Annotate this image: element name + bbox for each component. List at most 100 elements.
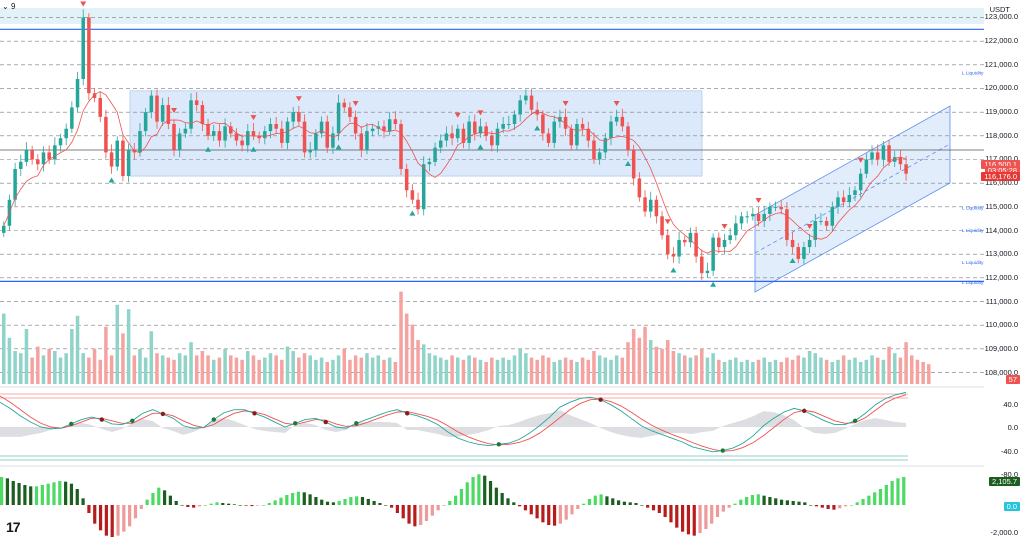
volume-bar — [688, 357, 693, 384]
volume-bar — [870, 355, 874, 384]
currency-label[interactable]: USDT — [989, 5, 1010, 14]
macd-histogram-bar — [558, 505, 562, 524]
volume-bar — [87, 357, 91, 384]
swing-low-marker — [670, 267, 677, 273]
crossover-dot — [293, 421, 298, 426]
candle-body — [858, 173, 863, 191]
volume-bar — [98, 359, 102, 384]
crossover-dot — [404, 411, 410, 416]
volume-bar — [745, 359, 749, 384]
macd-histogram-bar — [52, 482, 56, 505]
candle-body — [382, 126, 386, 132]
macd-histogram-bar — [17, 483, 21, 505]
macd-histogram-bar — [797, 501, 801, 505]
candle-body — [444, 133, 449, 141]
volume-bar — [75, 315, 80, 384]
tradingview-logo[interactable]: 17 — [6, 519, 21, 535]
volume-bar — [643, 326, 647, 384]
crossover-dot — [598, 397, 603, 402]
volume-bar — [353, 355, 358, 384]
price-axis-label: 118,000.0 — [985, 130, 1018, 140]
volume-bar — [677, 353, 681, 384]
candle-body — [569, 128, 574, 146]
crossover-dot — [323, 419, 328, 425]
candle-body — [217, 131, 222, 141]
volume-bar — [143, 357, 148, 384]
macd-histogram-bar — [733, 503, 737, 505]
candle-body — [904, 164, 908, 174]
candle-body — [575, 123, 579, 146]
volume-value-tag: 57 — [1005, 375, 1020, 384]
volume-bar — [858, 362, 863, 384]
candle-body — [115, 140, 120, 167]
price-axis-label: 109,000.0 — [984, 343, 1018, 353]
liquidity-label: L Liquidity — [962, 205, 984, 211]
macd-histogram-bar — [628, 502, 632, 505]
crossover-dot — [496, 442, 502, 447]
price-axis-label: 111,000.0 — [985, 296, 1018, 306]
volume-bar — [790, 359, 795, 384]
countdown-tag: 03:05:28 — [984, 165, 1020, 175]
macd-histogram-bar — [861, 499, 865, 505]
candle-body — [172, 123, 176, 151]
volume-bar — [575, 362, 579, 384]
candle-body — [756, 213, 761, 222]
macd-histogram-bar — [174, 501, 178, 505]
chevron-down-icon[interactable]: ⌄ — [2, 2, 9, 11]
candle-body — [836, 197, 840, 207]
macd-histogram-bar — [669, 505, 673, 523]
macd-histogram-bar — [128, 505, 132, 527]
volume-bar — [495, 359, 500, 384]
macd-histogram-bar — [436, 505, 440, 511]
macd-histogram-bar — [500, 493, 504, 505]
volume-bar — [121, 333, 125, 384]
crossover-dot — [354, 421, 359, 426]
macd-histogram-bar — [384, 505, 388, 506]
candle-body — [892, 157, 897, 162]
macd-histogram-bar — [768, 497, 772, 505]
macd-histogram-bar — [442, 505, 446, 506]
macd-histogram-bar — [843, 505, 848, 507]
signal-line — [0, 394, 907, 452]
volume-bar — [7, 337, 12, 384]
candle-body — [450, 133, 454, 139]
candle-body — [824, 221, 829, 226]
macd-histogram-bar — [715, 505, 720, 517]
swing-low-marker — [625, 160, 632, 166]
candle-body — [160, 105, 165, 122]
macd-histogram-bar — [651, 505, 656, 511]
volume-bar — [507, 359, 511, 384]
candle-body — [421, 164, 426, 210]
macd-histogram-bar — [0, 477, 4, 505]
candle-body — [614, 116, 619, 122]
candle-body — [251, 131, 256, 136]
candle-body — [694, 232, 698, 257]
macd-histogram-bar — [250, 505, 254, 507]
macd-histogram-bar — [523, 505, 528, 511]
volume-bar — [910, 355, 914, 384]
top-highlight-band — [0, 8, 984, 24]
volume-bar — [348, 359, 352, 384]
volume-bar — [512, 355, 517, 384]
volume-bar — [739, 362, 744, 384]
volume-bar — [280, 359, 284, 384]
candle-body — [64, 128, 68, 139]
interval-label[interactable]: 9 — [10, 2, 16, 11]
candle-body — [30, 150, 34, 160]
oscillator-axis-label: -40.0 — [1000, 447, 1018, 456]
swing-high-marker — [806, 224, 813, 230]
candle-body — [246, 131, 250, 146]
candle-body — [177, 133, 182, 151]
volume-bar — [404, 313, 409, 384]
volume-bar — [421, 344, 426, 384]
volume-bar — [461, 359, 466, 384]
candle-body — [711, 237, 715, 271]
macd-histogram-bar — [139, 505, 143, 509]
swing-high-marker — [721, 224, 728, 230]
candle-body — [546, 133, 551, 143]
volume-bar — [393, 362, 398, 384]
volume-bar — [251, 355, 256, 384]
candle-body — [325, 121, 329, 148]
